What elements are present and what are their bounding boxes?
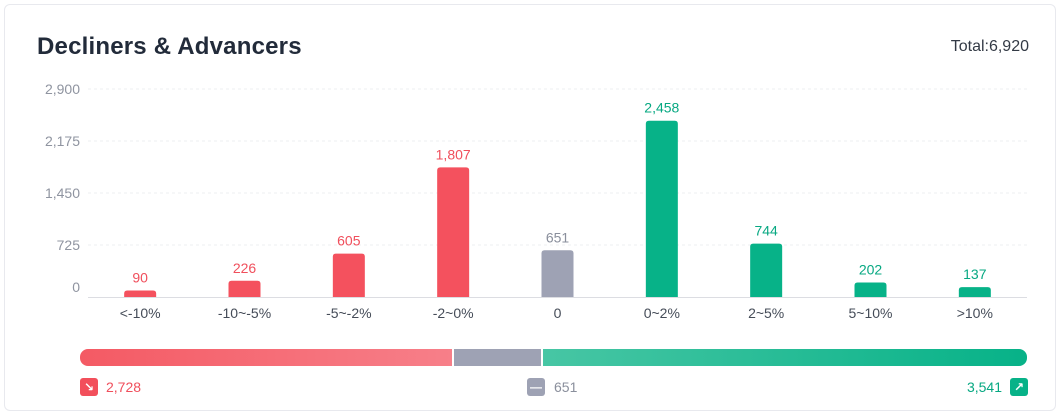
x-tick-label: -10~-5%	[218, 305, 271, 321]
bar-chart: 0 725 1,450 2,175 2,900 90 226 605 1,807 651 2,45…	[45, 81, 1027, 321]
x-tick-label: >10%	[957, 305, 993, 321]
flat-summary: — 651	[527, 378, 577, 396]
y-tick-label: 0	[72, 279, 80, 295]
y-axis: 0 725 1,450 2,175 2,900	[45, 81, 80, 295]
bar[interactable]	[332, 253, 365, 297]
x-tick-label: 2~5%	[748, 305, 784, 321]
bars: 90 226 605 1,807 651 2,458 744 202 137	[124, 100, 991, 297]
trend-down-icon: ↘	[80, 378, 98, 396]
bar[interactable]	[228, 280, 261, 297]
minus-icon: —	[527, 378, 545, 396]
value-label: 1,807	[436, 146, 471, 162]
x-tick-label: 0~2%	[644, 305, 680, 321]
advancers-segment[interactable]	[543, 349, 1027, 366]
chart-title: Decliners & Advancers	[37, 33, 302, 60]
bar[interactable]	[750, 243, 783, 297]
x-tick-label: 0	[554, 305, 562, 321]
grid-lines	[88, 88, 1027, 298]
value-label: 137	[963, 266, 987, 282]
advancers-summary: 3,541 ↗	[967, 378, 1028, 396]
advancers-count: 3,541	[966, 379, 1002, 395]
bar[interactable]	[645, 120, 678, 297]
y-tick-label: 725	[57, 237, 81, 253]
value-label: 651	[546, 229, 570, 245]
value-label: 605	[337, 233, 361, 249]
value-label: 226	[233, 260, 257, 276]
value-label: 202	[859, 262, 883, 278]
value-label: 744	[754, 223, 778, 239]
x-tick-label: -2~0%	[433, 305, 474, 321]
trend-up-icon: ↗	[1010, 378, 1028, 396]
bar[interactable]	[958, 287, 991, 297]
value-label: 2,458	[644, 100, 679, 116]
breadth-card: Decliners & Advancers Total:6,920	[4, 4, 1056, 411]
y-tick-label: 2,175	[45, 133, 80, 149]
value-label: 90	[132, 270, 148, 286]
total-count: Total:6,920	[950, 38, 1029, 55]
flat-count: 651	[554, 379, 578, 395]
x-tick-label: 5~10%	[849, 305, 893, 321]
decliners-segment[interactable]	[80, 349, 453, 366]
x-tick-label: <-10%	[120, 305, 161, 321]
bar[interactable]	[124, 290, 157, 297]
y-tick-label: 1,450	[45, 185, 80, 201]
decliners-summary: ↘ 2,728	[80, 378, 141, 396]
flat-segment[interactable]	[454, 349, 542, 366]
x-tick-label: -5~-2%	[326, 305, 372, 321]
bar[interactable]	[437, 167, 470, 297]
bar[interactable]	[541, 250, 574, 297]
x-axis: <-10% -10~-5% -5~-2% -2~0% 0 0~2% 2~5% 5~10% >10…	[120, 305, 993, 321]
y-tick-label: 2,900	[45, 81, 80, 97]
breadth-bar	[80, 349, 1027, 366]
decliners-count: 2,728	[106, 379, 142, 395]
bar[interactable]	[854, 282, 887, 297]
